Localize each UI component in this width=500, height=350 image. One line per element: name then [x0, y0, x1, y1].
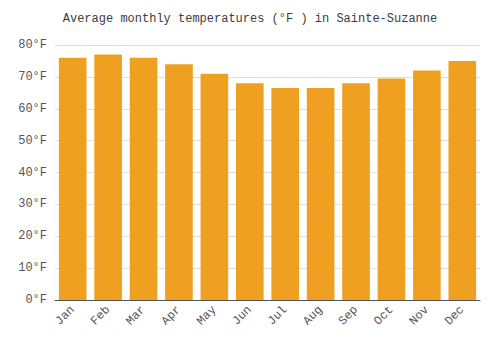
svg-text:10°F: 10°F — [18, 261, 47, 275]
svg-text:Oct: Oct — [371, 303, 396, 328]
svg-text:30°F: 30°F — [18, 197, 47, 211]
svg-text:70°F: 70°F — [18, 70, 47, 84]
svg-text:0°F: 0°F — [25, 293, 47, 307]
svg-text:Dec: Dec — [442, 303, 467, 328]
svg-text:20°F: 20°F — [18, 229, 47, 243]
svg-text:80°F: 80°F — [18, 38, 47, 52]
svg-text:Jun: Jun — [230, 303, 255, 328]
svg-text:Jan: Jan — [53, 303, 78, 328]
svg-text:Sep: Sep — [336, 303, 361, 328]
svg-text:May: May — [194, 303, 219, 328]
svg-text:50°F: 50°F — [18, 134, 47, 148]
svg-text:Aug: Aug — [300, 303, 325, 328]
svg-text:Jul: Jul — [265, 303, 290, 328]
svg-text:40°F: 40°F — [18, 166, 47, 180]
svg-text:Feb: Feb — [88, 303, 113, 328]
svg-text:Average monthly temperatures (: Average monthly temperatures (°F ) in Sa… — [63, 12, 437, 26]
svg-text:Nov: Nov — [407, 303, 432, 328]
svg-text:Mar: Mar — [123, 303, 148, 328]
svg-text:60°F: 60°F — [18, 102, 47, 116]
svg-text:Apr: Apr — [159, 303, 184, 328]
